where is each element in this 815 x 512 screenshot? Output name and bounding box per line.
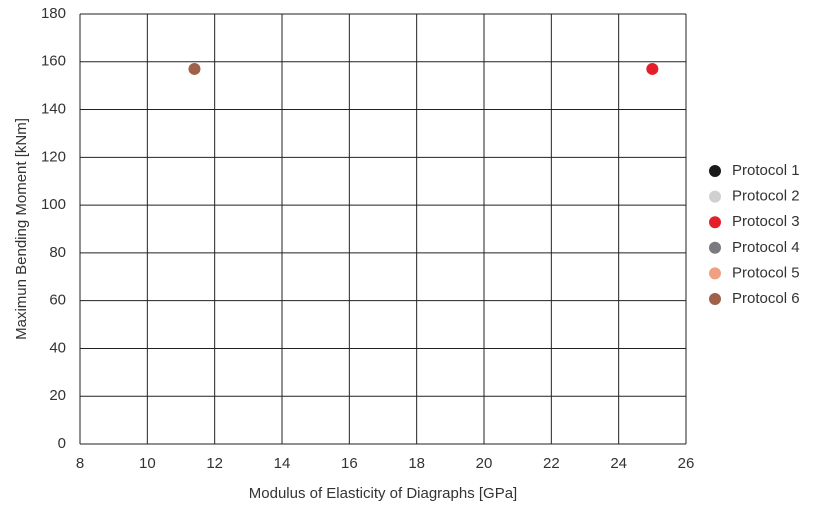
x-tick-label: 10 (139, 455, 156, 472)
legend-swatch (709, 267, 721, 280)
y-tick-label: 80 (49, 244, 66, 261)
x-tick-label: 8 (76, 455, 84, 472)
y-tick-label: 0 (58, 435, 66, 452)
legend-swatch (709, 216, 721, 229)
x-tick-label: 22 (543, 455, 560, 472)
x-tick-label: 16 (341, 455, 358, 472)
legend-label: Protocol 3 (732, 213, 800, 230)
legend-label: Protocol 6 (732, 290, 800, 307)
x-tick-label: 18 (408, 455, 425, 472)
y-tick-label: 140 (41, 101, 66, 118)
point (188, 62, 201, 75)
point (646, 62, 659, 75)
legend-label: Protocol 1 (732, 162, 800, 179)
y-axis-label: Maximun Bending Moment [kNm] (13, 118, 30, 340)
y-tick-label: 60 (49, 292, 66, 309)
legend-swatch (709, 190, 721, 203)
x-tick-label: 20 (476, 455, 493, 472)
legend-label: Protocol 5 (732, 264, 800, 281)
y-tick-label: 20 (49, 387, 66, 404)
legend-swatch (709, 165, 721, 177)
x-tick-label: 14 (274, 455, 291, 472)
y-tick-label: 120 (41, 148, 66, 165)
legend-label: Protocol 4 (732, 239, 800, 256)
legend-label: Protocol 2 (732, 188, 800, 205)
x-tick-label: 26 (678, 455, 695, 472)
x-tick-label: 24 (610, 455, 627, 472)
y-tick-label: 180 (41, 5, 66, 22)
legend-swatch (709, 241, 721, 254)
x-tick-label: 12 (206, 455, 223, 472)
y-tick-label: 100 (41, 196, 66, 213)
y-tick-label: 40 (49, 339, 66, 356)
x-axis-label: Modulus of Elasticity of Diagraphs [GPa] (249, 485, 517, 502)
legend-swatch (709, 293, 721, 305)
y-tick-label: 160 (41, 53, 66, 70)
